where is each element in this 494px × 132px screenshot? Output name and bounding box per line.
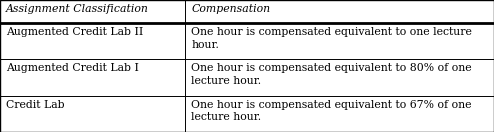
Text: Augmented Credit Lab I: Augmented Credit Lab I — [6, 63, 139, 73]
Text: One hour is compensated equivalent to 67% of one
lecture hour.: One hour is compensated equivalent to 67… — [191, 100, 472, 122]
Text: One hour is compensated equivalent to one lecture
hour.: One hour is compensated equivalent to on… — [191, 27, 472, 50]
Text: One hour is compensated equivalent to 80% of one
lecture hour.: One hour is compensated equivalent to 80… — [191, 63, 472, 86]
Text: Compensation: Compensation — [191, 4, 270, 14]
Text: Assignment Classification: Assignment Classification — [6, 4, 149, 14]
Text: Augmented Credit Lab II: Augmented Credit Lab II — [6, 27, 143, 37]
Text: Credit Lab: Credit Lab — [6, 100, 65, 110]
